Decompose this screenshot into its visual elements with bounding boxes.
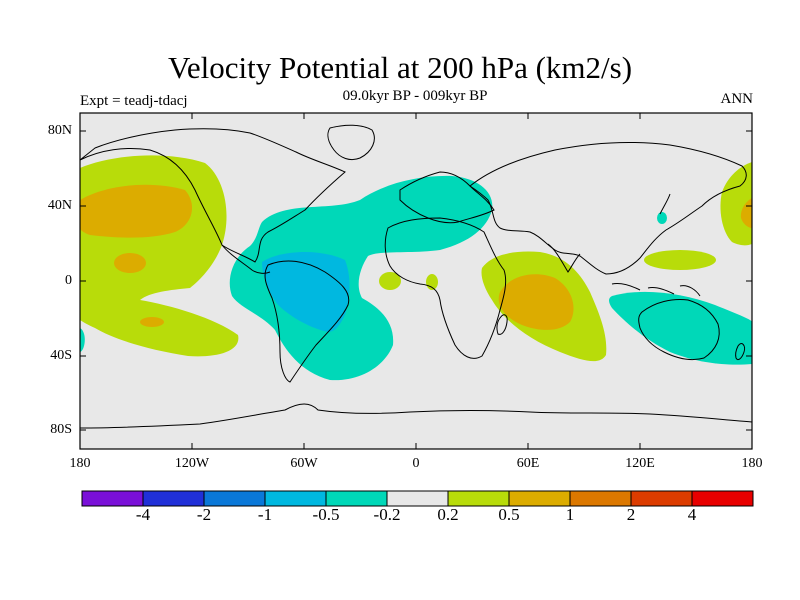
japan-coast	[659, 193, 671, 215]
atlantic-small-positive	[379, 272, 401, 290]
greenland-coast	[327, 124, 375, 161]
south-america-strong-negative	[262, 251, 350, 332]
coastlines	[79, 124, 753, 429]
colorbar-swatch	[386, 490, 449, 507]
north-pacific-strong	[80, 184, 193, 238]
east-asia-small-negative	[657, 212, 667, 224]
colorbar-label: 0.5	[498, 505, 520, 524]
indian-ocean-strong	[498, 274, 574, 330]
americas-atlantic-negative	[229, 175, 493, 381]
lat-tick-label: 40N	[47, 198, 72, 213]
south-pacific-strong	[140, 317, 164, 327]
colorbar-swatch	[569, 490, 632, 507]
tick-marks	[80, 113, 752, 449]
colorbar-label: -4	[135, 505, 151, 524]
map-title: Velocity Potential at 200 hPa (km2/s)	[167, 50, 633, 85]
experiment-label: Expt = teadj-tdacj	[80, 93, 188, 109]
lat-tick-label: 40S	[50, 348, 72, 363]
colorbar-swatch	[508, 490, 571, 507]
colorbar-swatch	[264, 490, 327, 507]
colorbar-label: 2	[626, 505, 636, 524]
colorbar-swatch	[325, 490, 388, 507]
lat-tick-label: 0	[65, 273, 72, 288]
colorbar-label: -0.5	[312, 505, 340, 524]
colorbar-swatch	[630, 490, 693, 507]
western-edge-negative	[80, 328, 85, 352]
positive-strong-regions	[80, 184, 752, 330]
new-zealand-coast	[735, 343, 745, 361]
season-label: ANN	[720, 91, 754, 107]
colorbar-swatch	[447, 490, 510, 507]
colorbar-label: 0.2	[437, 505, 459, 524]
colorbar-swatch	[81, 490, 144, 507]
colorbar-swatch	[142, 490, 205, 507]
africa-coast	[384, 217, 507, 359]
antarctica-coast	[79, 403, 753, 429]
colorbar-label: 4	[687, 505, 697, 524]
lat-tick-label: 80S	[50, 422, 72, 437]
colorbar	[81, 490, 754, 507]
colorbar-label: -0.2	[373, 505, 401, 524]
lon-tick-label: 120E	[625, 456, 655, 471]
pacific-edge-positive	[720, 162, 752, 246]
lon-tick-label: 60E	[516, 456, 540, 471]
india-coast	[547, 243, 581, 273]
western-pacific-positive	[644, 250, 716, 270]
lon-tick-label: 180	[741, 456, 763, 471]
colorbar-label: -2	[196, 505, 212, 524]
colorbar-swatch	[691, 490, 754, 507]
lon-tick-label: 60W	[290, 456, 318, 471]
lon-tick-label: 0	[412, 456, 420, 471]
lon-tick-label: 120W	[174, 456, 210, 471]
lat-tick-label: 80N	[47, 123, 72, 138]
lon-tick-label: 180	[69, 456, 91, 471]
colorbar-swatch	[203, 490, 266, 507]
indonesia-coast	[611, 283, 701, 297]
asia-coast	[469, 142, 747, 275]
colorbar-label: 1	[565, 505, 575, 524]
madagascar-coast	[496, 314, 508, 335]
pacific-small-strong	[114, 253, 146, 273]
north-america-coast	[79, 128, 346, 263]
map-subtitle: 09.0kyr BP - 009kyr BP	[342, 88, 488, 104]
colorbar-label: -1	[257, 505, 273, 524]
australia-coast	[638, 299, 720, 361]
south-america-coast	[264, 260, 350, 383]
